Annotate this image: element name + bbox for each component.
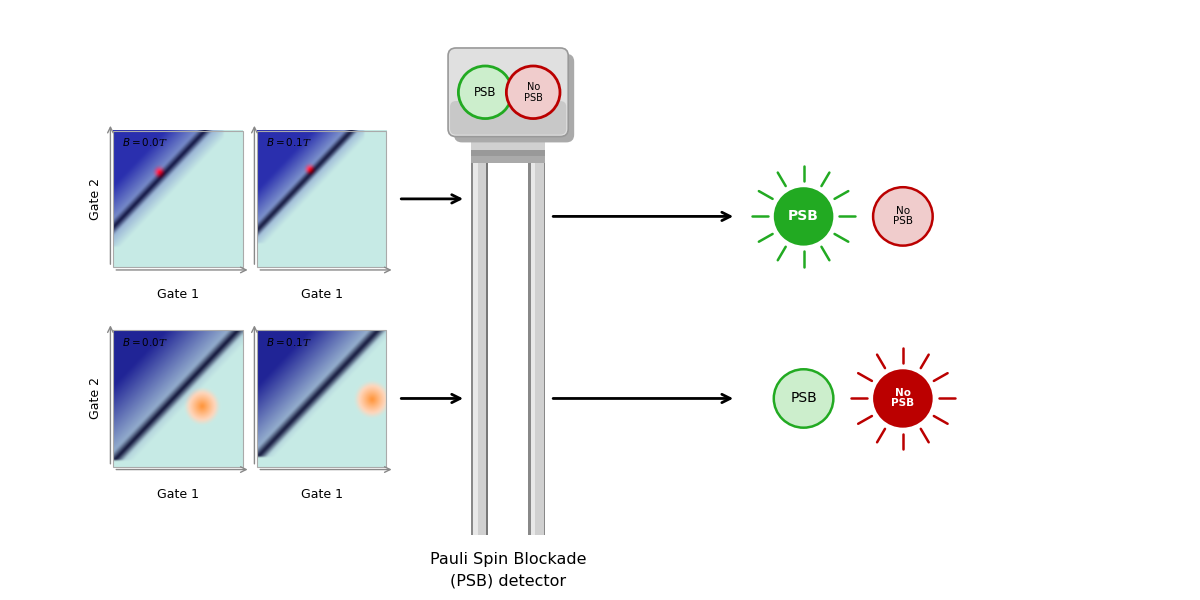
Text: No
PSB: No PSB: [523, 82, 542, 103]
Text: Gate 2: Gate 2: [89, 178, 102, 220]
FancyBboxPatch shape: [448, 48, 569, 137]
Circle shape: [506, 66, 560, 119]
Circle shape: [458, 66, 512, 119]
Text: No
PSB: No PSB: [893, 206, 913, 226]
Bar: [257, 331, 386, 467]
Text: $B = 0.1$T: $B = 0.1$T: [266, 136, 312, 148]
Text: PSB: PSB: [788, 209, 820, 223]
Circle shape: [874, 369, 932, 428]
Bar: [470, 163, 487, 535]
Bar: [532, 163, 545, 535]
Bar: [486, 163, 487, 535]
Bar: [108, 325, 247, 472]
FancyBboxPatch shape: [454, 54, 574, 142]
Text: PSB: PSB: [791, 391, 817, 406]
Bar: [108, 126, 247, 272]
Bar: [473, 163, 478, 535]
Text: Gate 1: Gate 1: [157, 488, 199, 501]
FancyBboxPatch shape: [450, 101, 566, 134]
Bar: [470, 156, 545, 163]
Text: No
PSB: No PSB: [892, 388, 914, 409]
Text: PSB: PSB: [474, 86, 497, 99]
Bar: [470, 126, 545, 150]
Text: $B = 0.1$T: $B = 0.1$T: [266, 336, 312, 348]
Bar: [252, 126, 391, 272]
Bar: [252, 325, 391, 472]
Bar: [470, 126, 545, 163]
Bar: [257, 131, 386, 267]
Text: $B = 0.0$T: $B = 0.0$T: [122, 136, 168, 148]
Bar: [528, 163, 545, 535]
Bar: [114, 131, 242, 267]
Text: $B = 0.0$T: $B = 0.0$T: [122, 336, 168, 348]
Text: Gate 1: Gate 1: [157, 289, 199, 301]
Circle shape: [874, 187, 932, 245]
Text: Gate 1: Gate 1: [301, 488, 343, 501]
Bar: [473, 163, 487, 535]
Text: Gate 2: Gate 2: [89, 377, 102, 419]
Text: Gate 1: Gate 1: [301, 289, 343, 301]
Text: Pauli Spin Blockade
(PSB) detector: Pauli Spin Blockade (PSB) detector: [430, 553, 587, 589]
Bar: [532, 163, 535, 535]
Circle shape: [774, 369, 833, 428]
Bar: [470, 126, 545, 137]
Bar: [114, 331, 242, 467]
Circle shape: [774, 187, 833, 245]
